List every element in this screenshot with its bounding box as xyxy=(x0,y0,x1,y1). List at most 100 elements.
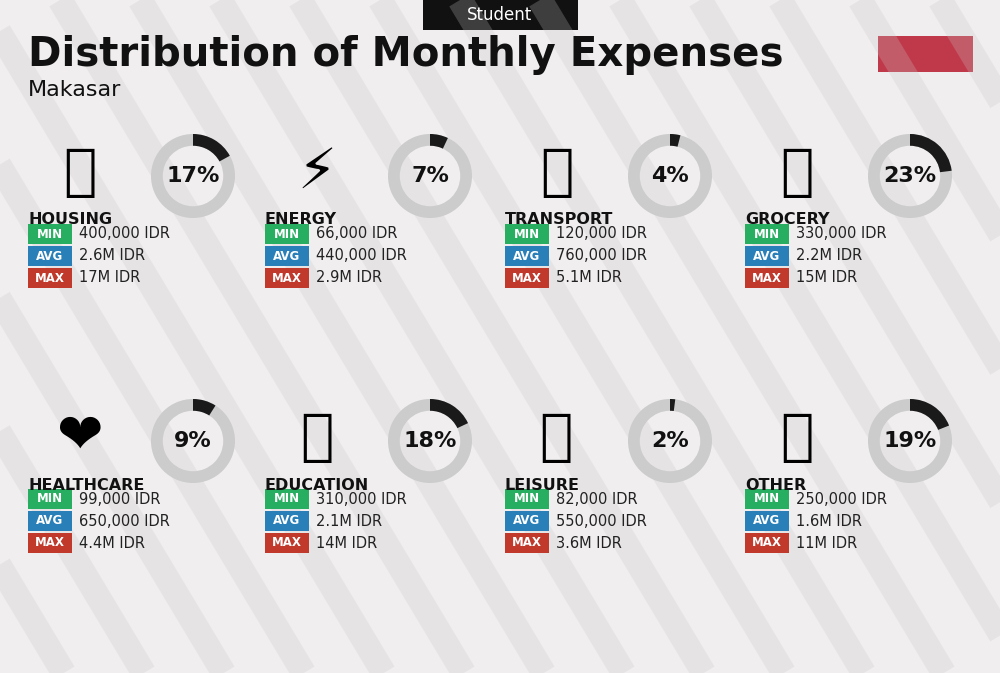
Text: 18%: 18% xyxy=(403,431,457,451)
FancyBboxPatch shape xyxy=(878,36,973,72)
Text: 330,000 IDR: 330,000 IDR xyxy=(796,227,887,242)
Text: 17%: 17% xyxy=(166,166,220,186)
FancyBboxPatch shape xyxy=(28,268,72,288)
Text: MAX: MAX xyxy=(35,271,65,285)
Text: 15M IDR: 15M IDR xyxy=(796,271,857,285)
Wedge shape xyxy=(868,399,952,483)
Text: 19%: 19% xyxy=(883,431,937,451)
FancyBboxPatch shape xyxy=(505,511,549,531)
Text: 1.6M IDR: 1.6M IDR xyxy=(796,513,862,528)
Text: MIN: MIN xyxy=(274,493,300,505)
Text: 82,000 IDR: 82,000 IDR xyxy=(556,491,638,507)
Text: MIN: MIN xyxy=(37,227,63,240)
FancyBboxPatch shape xyxy=(265,489,309,509)
Text: MAX: MAX xyxy=(752,536,782,549)
FancyBboxPatch shape xyxy=(28,489,72,509)
Text: 400,000 IDR: 400,000 IDR xyxy=(79,227,170,242)
Text: AVG: AVG xyxy=(753,250,781,262)
Wedge shape xyxy=(193,399,216,415)
Text: HEALTHCARE: HEALTHCARE xyxy=(28,478,144,493)
FancyBboxPatch shape xyxy=(745,489,789,509)
Text: 760,000 IDR: 760,000 IDR xyxy=(556,248,647,264)
Wedge shape xyxy=(910,134,952,172)
FancyBboxPatch shape xyxy=(28,224,72,244)
FancyBboxPatch shape xyxy=(265,511,309,531)
Text: EDUCATION: EDUCATION xyxy=(265,478,369,493)
FancyBboxPatch shape xyxy=(265,224,309,244)
Text: MIN: MIN xyxy=(514,493,540,505)
Text: MAX: MAX xyxy=(35,536,65,549)
Text: 99,000 IDR: 99,000 IDR xyxy=(79,491,160,507)
Text: 310,000 IDR: 310,000 IDR xyxy=(316,491,407,507)
Wedge shape xyxy=(628,134,712,218)
FancyBboxPatch shape xyxy=(28,246,72,266)
Wedge shape xyxy=(151,399,235,483)
Text: OTHER: OTHER xyxy=(745,478,806,493)
Wedge shape xyxy=(430,134,448,149)
Text: ENERGY: ENERGY xyxy=(265,213,337,227)
FancyBboxPatch shape xyxy=(505,533,549,553)
Wedge shape xyxy=(670,399,675,411)
FancyBboxPatch shape xyxy=(505,224,549,244)
Text: 14M IDR: 14M IDR xyxy=(316,536,377,551)
FancyBboxPatch shape xyxy=(422,0,578,30)
Text: MAX: MAX xyxy=(512,271,542,285)
Text: 4.4M IDR: 4.4M IDR xyxy=(79,536,145,551)
Text: Makasar: Makasar xyxy=(28,80,121,100)
Text: AVG: AVG xyxy=(513,250,541,262)
Text: HOUSING: HOUSING xyxy=(28,213,112,227)
Text: AVG: AVG xyxy=(273,514,301,528)
Text: 🛍️: 🛍️ xyxy=(540,411,574,465)
Wedge shape xyxy=(193,134,230,162)
Text: 2.2M IDR: 2.2M IDR xyxy=(796,248,862,264)
Text: AVG: AVG xyxy=(36,250,64,262)
Text: 2.1M IDR: 2.1M IDR xyxy=(316,513,382,528)
Text: GROCERY: GROCERY xyxy=(745,213,830,227)
Text: 9%: 9% xyxy=(174,431,212,451)
FancyBboxPatch shape xyxy=(28,511,72,531)
Text: 650,000 IDR: 650,000 IDR xyxy=(79,513,170,528)
Text: 250,000 IDR: 250,000 IDR xyxy=(796,491,887,507)
FancyBboxPatch shape xyxy=(505,268,549,288)
Wedge shape xyxy=(628,399,712,483)
FancyBboxPatch shape xyxy=(505,489,549,509)
Text: AVG: AVG xyxy=(513,514,541,528)
Text: 440,000 IDR: 440,000 IDR xyxy=(316,248,407,264)
Text: TRANSPORT: TRANSPORT xyxy=(505,213,613,227)
Text: 66,000 IDR: 66,000 IDR xyxy=(316,227,398,242)
Text: MIN: MIN xyxy=(37,493,63,505)
Text: 23%: 23% xyxy=(883,166,937,186)
FancyBboxPatch shape xyxy=(745,511,789,531)
Text: MAX: MAX xyxy=(752,271,782,285)
Text: 17M IDR: 17M IDR xyxy=(79,271,140,285)
Text: MIN: MIN xyxy=(754,227,780,240)
Wedge shape xyxy=(388,399,472,483)
Text: 🏢: 🏢 xyxy=(63,146,97,200)
Wedge shape xyxy=(868,134,952,218)
FancyBboxPatch shape xyxy=(745,246,789,266)
Text: 2.6M IDR: 2.6M IDR xyxy=(79,248,145,264)
Text: 5.1M IDR: 5.1M IDR xyxy=(556,271,622,285)
Wedge shape xyxy=(388,134,472,218)
Wedge shape xyxy=(430,399,468,428)
Wedge shape xyxy=(151,134,235,218)
Text: MAX: MAX xyxy=(512,536,542,549)
FancyBboxPatch shape xyxy=(745,224,789,244)
Text: 11M IDR: 11M IDR xyxy=(796,536,857,551)
Text: 🛒: 🛒 xyxy=(780,146,814,200)
FancyBboxPatch shape xyxy=(265,246,309,266)
Text: AVG: AVG xyxy=(36,514,64,528)
Wedge shape xyxy=(910,399,949,430)
Text: 🎓: 🎓 xyxy=(300,411,334,465)
Text: Distribution of Monthly Expenses: Distribution of Monthly Expenses xyxy=(28,35,784,75)
Text: MAX: MAX xyxy=(272,536,302,549)
Text: AVG: AVG xyxy=(273,250,301,262)
Text: ❤️: ❤️ xyxy=(57,411,103,465)
Text: 2.9M IDR: 2.9M IDR xyxy=(316,271,382,285)
FancyBboxPatch shape xyxy=(745,533,789,553)
Text: 550,000 IDR: 550,000 IDR xyxy=(556,513,647,528)
Text: 🚌: 🚌 xyxy=(540,146,574,200)
Text: MIN: MIN xyxy=(274,227,300,240)
Text: 7%: 7% xyxy=(411,166,449,186)
FancyBboxPatch shape xyxy=(505,246,549,266)
